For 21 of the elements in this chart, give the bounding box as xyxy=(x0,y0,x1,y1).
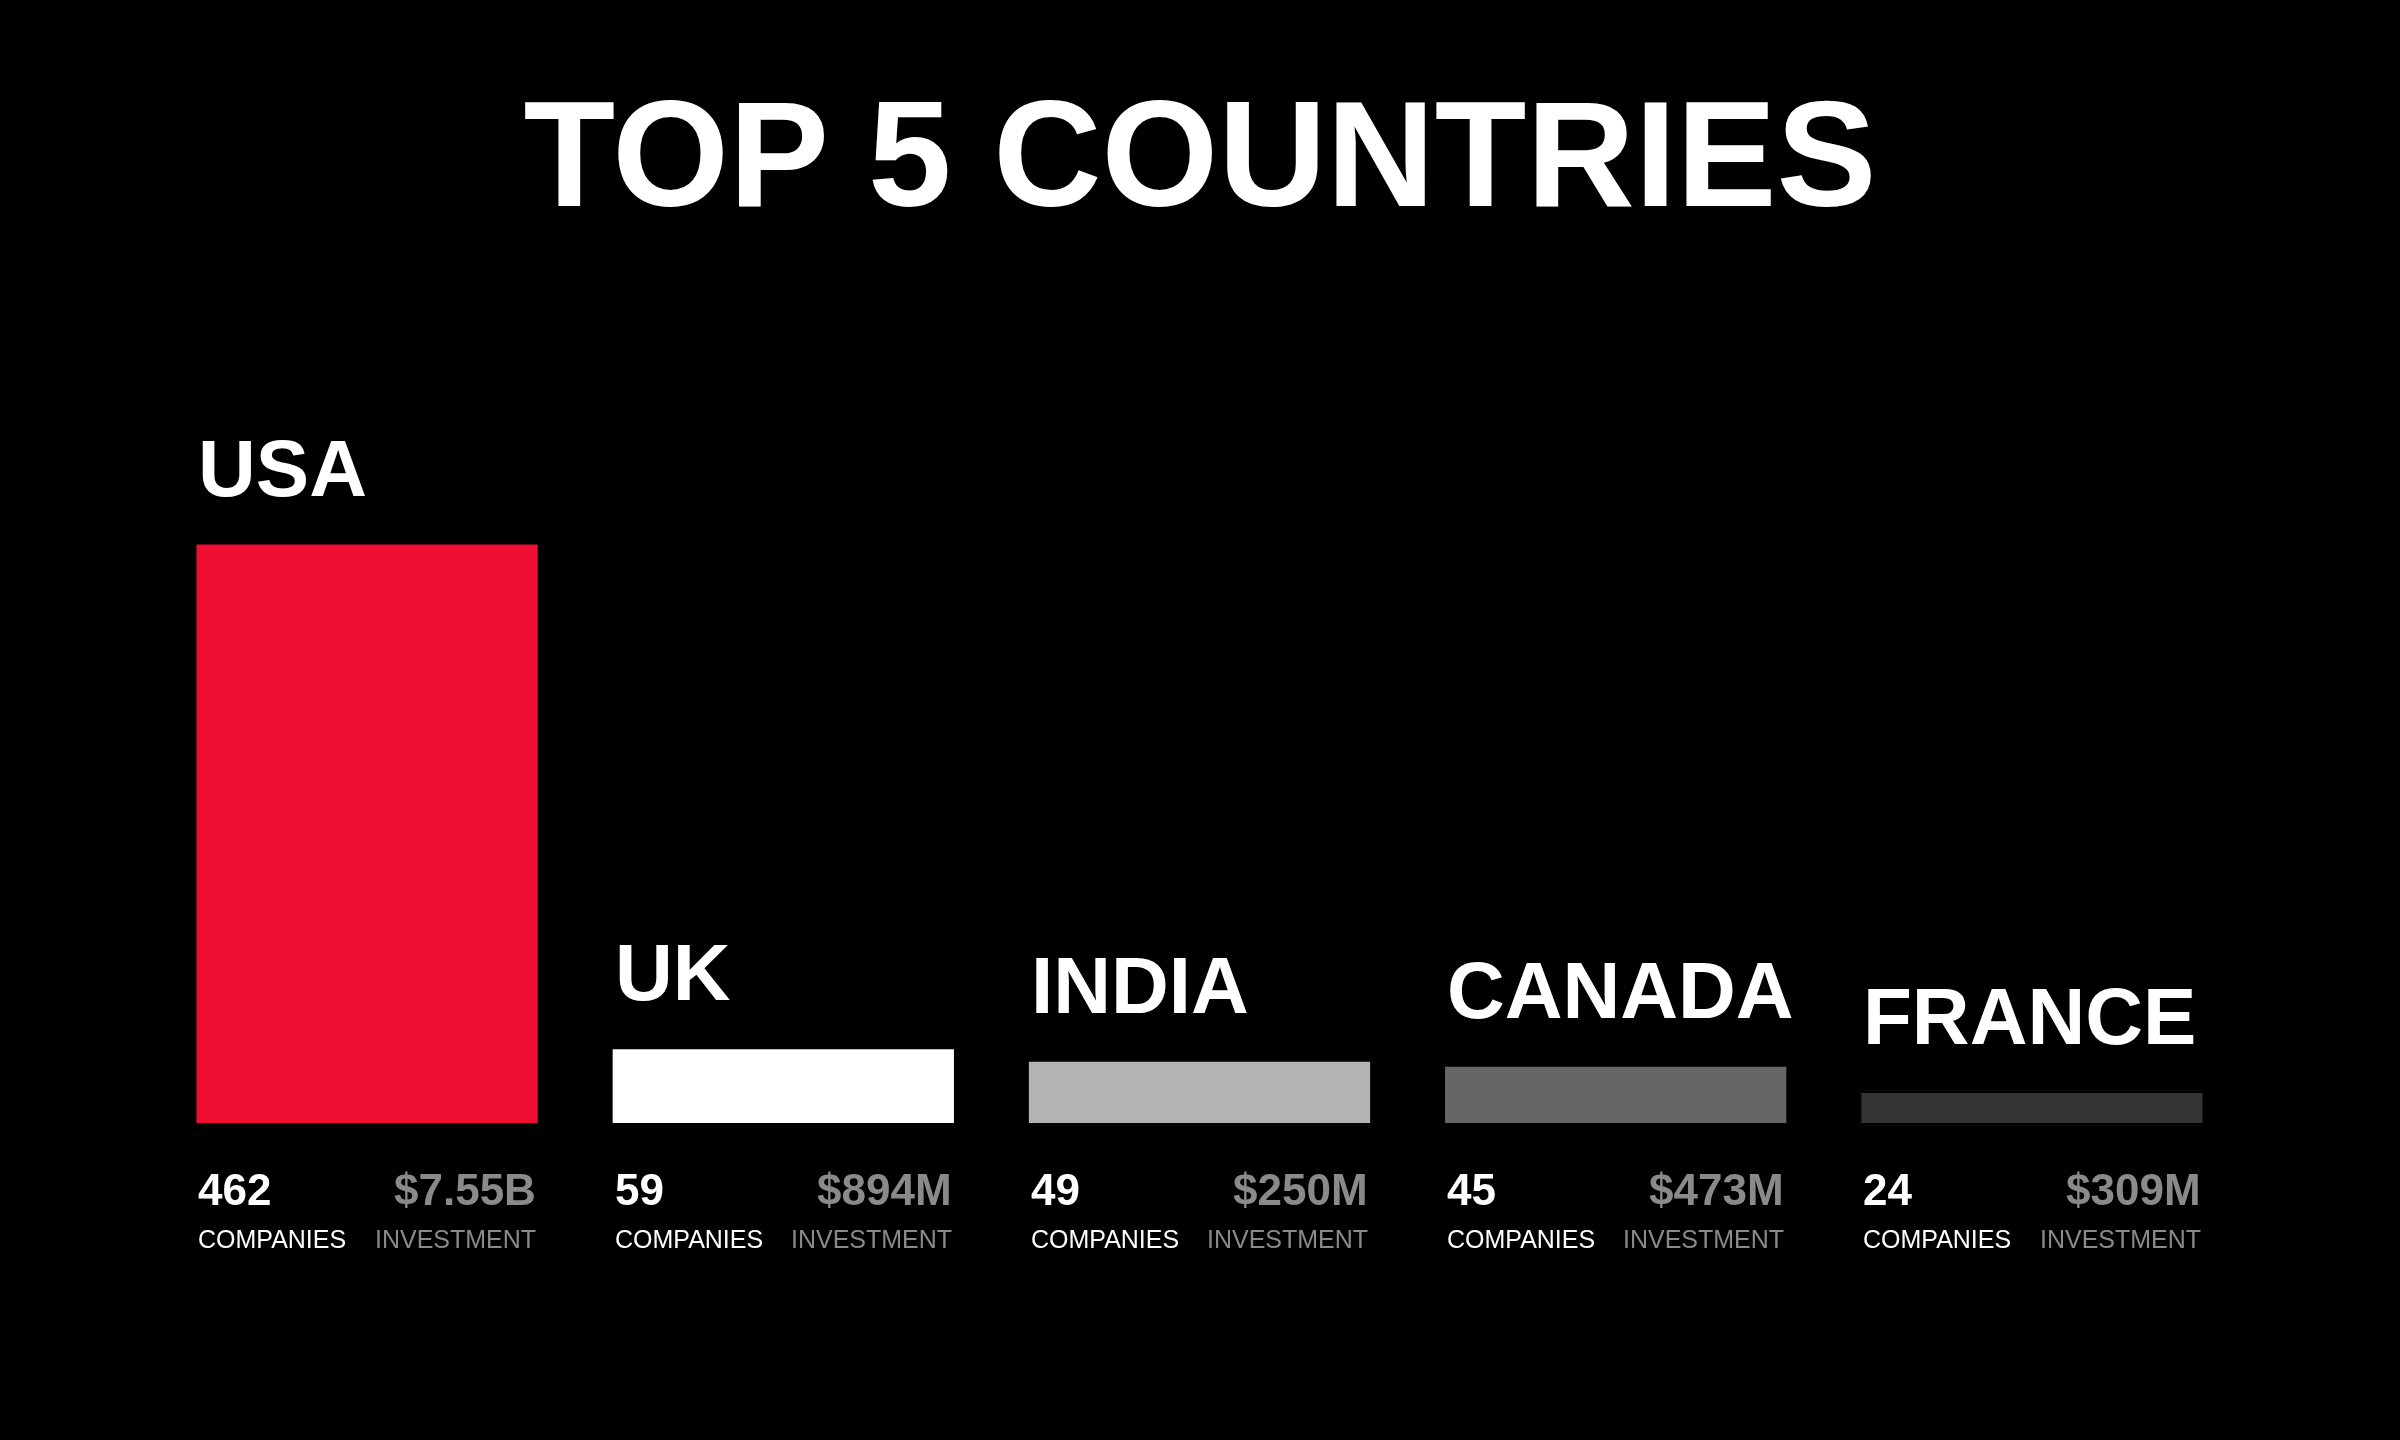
x-tick-label: FRANCE xyxy=(1863,972,2197,1061)
bar xyxy=(196,544,538,1123)
data-label: 24 COMPANIES xyxy=(1863,1165,2012,1253)
x-tick-label: INDIA xyxy=(1031,941,1249,1030)
bar xyxy=(1861,1092,2203,1123)
bar xyxy=(1028,1061,1371,1123)
bar xyxy=(612,1049,954,1123)
bar xyxy=(1445,1066,1787,1123)
chart-title: TOP 5 COUNTRIES xyxy=(523,69,1877,238)
x-tick-label: CANADA xyxy=(1447,946,1794,1035)
text: $7.55B INVESTMENT xyxy=(375,1165,537,1253)
x-tick-label: USA xyxy=(198,424,367,513)
data-label: 462 COMPANIES xyxy=(198,1165,347,1253)
text: $894M INVESTMENT xyxy=(791,1165,953,1253)
data-label: 45 COMPANIES xyxy=(1447,1165,1596,1253)
text: $309M INVESTMENT xyxy=(2040,1165,2202,1253)
x-tick-label: UK xyxy=(615,928,731,1017)
text: $250M INVESTMENT xyxy=(1207,1165,1369,1253)
data-label: 49 COMPANIES xyxy=(1031,1165,1180,1253)
text: $473M INVESTMENT xyxy=(1623,1165,1785,1253)
data-label: 59 COMPANIES xyxy=(615,1165,764,1253)
